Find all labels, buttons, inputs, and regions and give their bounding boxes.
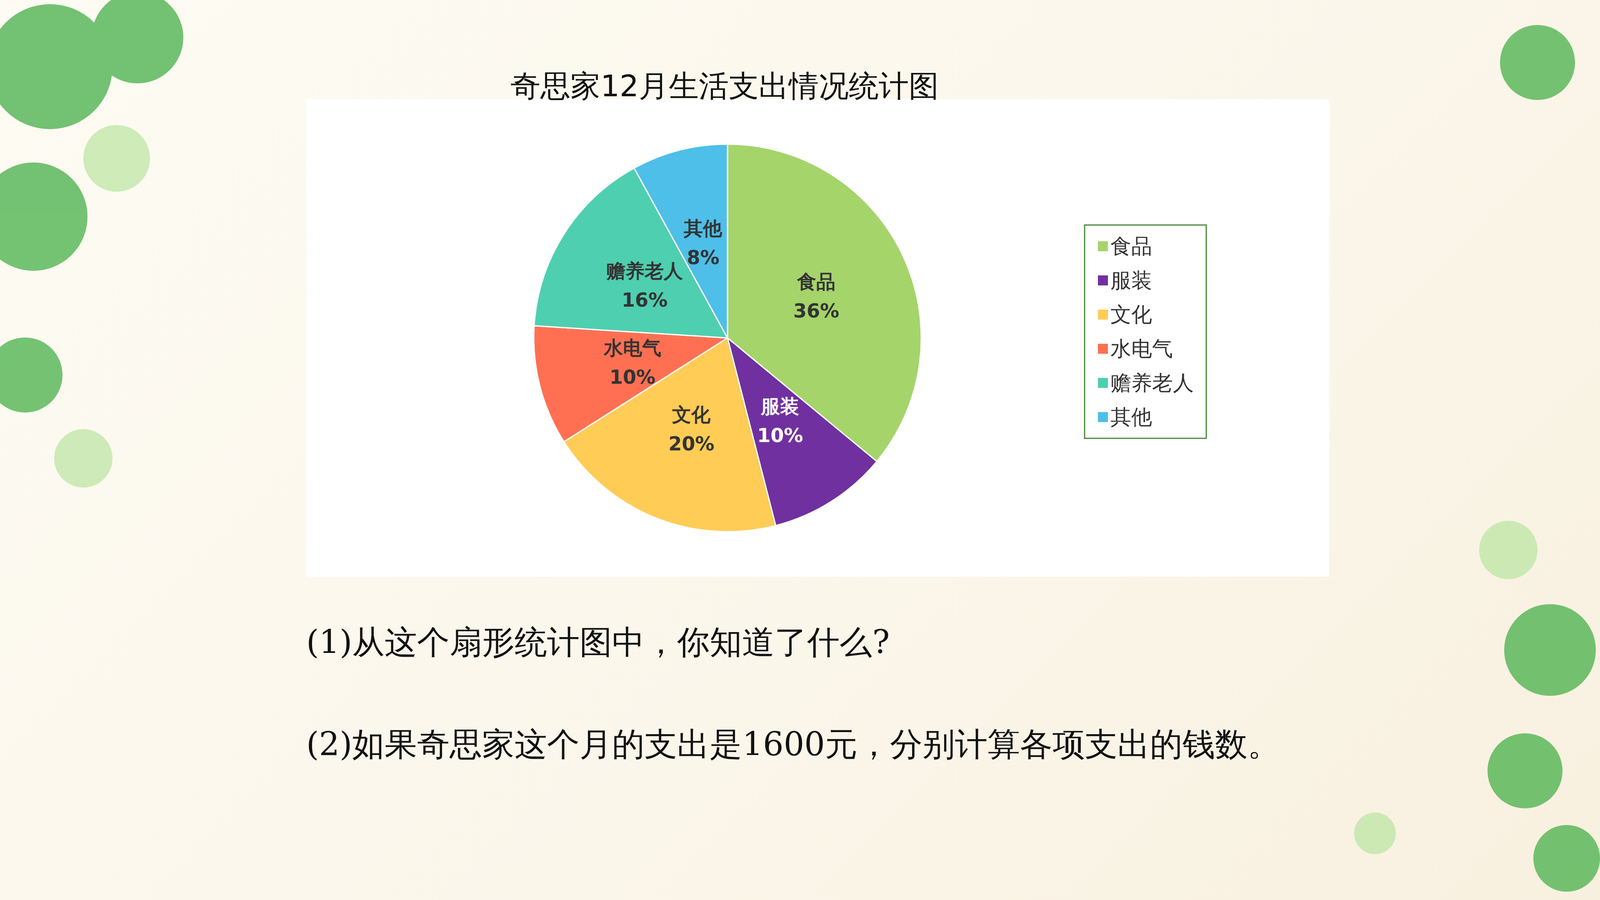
svg-text:20%: 20% [668, 432, 715, 455]
svg-text:36%: 36% [793, 299, 840, 323]
svg-text:奇思家12月生活支出情况统计图: 奇思家12月生活支出情况统计图 [510, 68, 939, 104]
svg-text:赡养老人: 赡养老人 [606, 259, 683, 283]
svg-text:10%: 10% [609, 365, 656, 389]
svg-text:水电气: 水电气 [1110, 336, 1173, 361]
html-text:(1)从这个扇形统计图中，你知道了什么?: (1)从这个扇形统计图中，你知道了什么? [306, 623, 890, 661]
svg-text:其他: 其他 [1110, 405, 1153, 430]
svg-text:其他: 其他 [683, 217, 723, 240]
svg-text:水电气: 水电气 [602, 336, 662, 360]
svg-text:文化: 文化 [1110, 302, 1153, 327]
svg-text:16%: 16% [621, 288, 668, 312]
svg-text:服装: 服装 [1110, 268, 1153, 293]
svg-text:赡养老人: 赡养老人 [1110, 370, 1194, 395]
svg-text:文化: 文化 [672, 403, 711, 426]
svg-text:8%: 8% [686, 246, 720, 269]
svg-text:10%: 10% [757, 424, 803, 447]
svg-text:服装: 服装 [760, 395, 800, 418]
html-text:(2)如果奇思家这个月的支出是1600元，分别计算各项支出的: (2)如果奇思家这个月的支出是1600元，分别计算各项支出的钱数。 [306, 725, 1280, 763]
svg-text:食品: 食品 [796, 270, 836, 293]
svg-text:食品: 食品 [1110, 234, 1153, 259]
